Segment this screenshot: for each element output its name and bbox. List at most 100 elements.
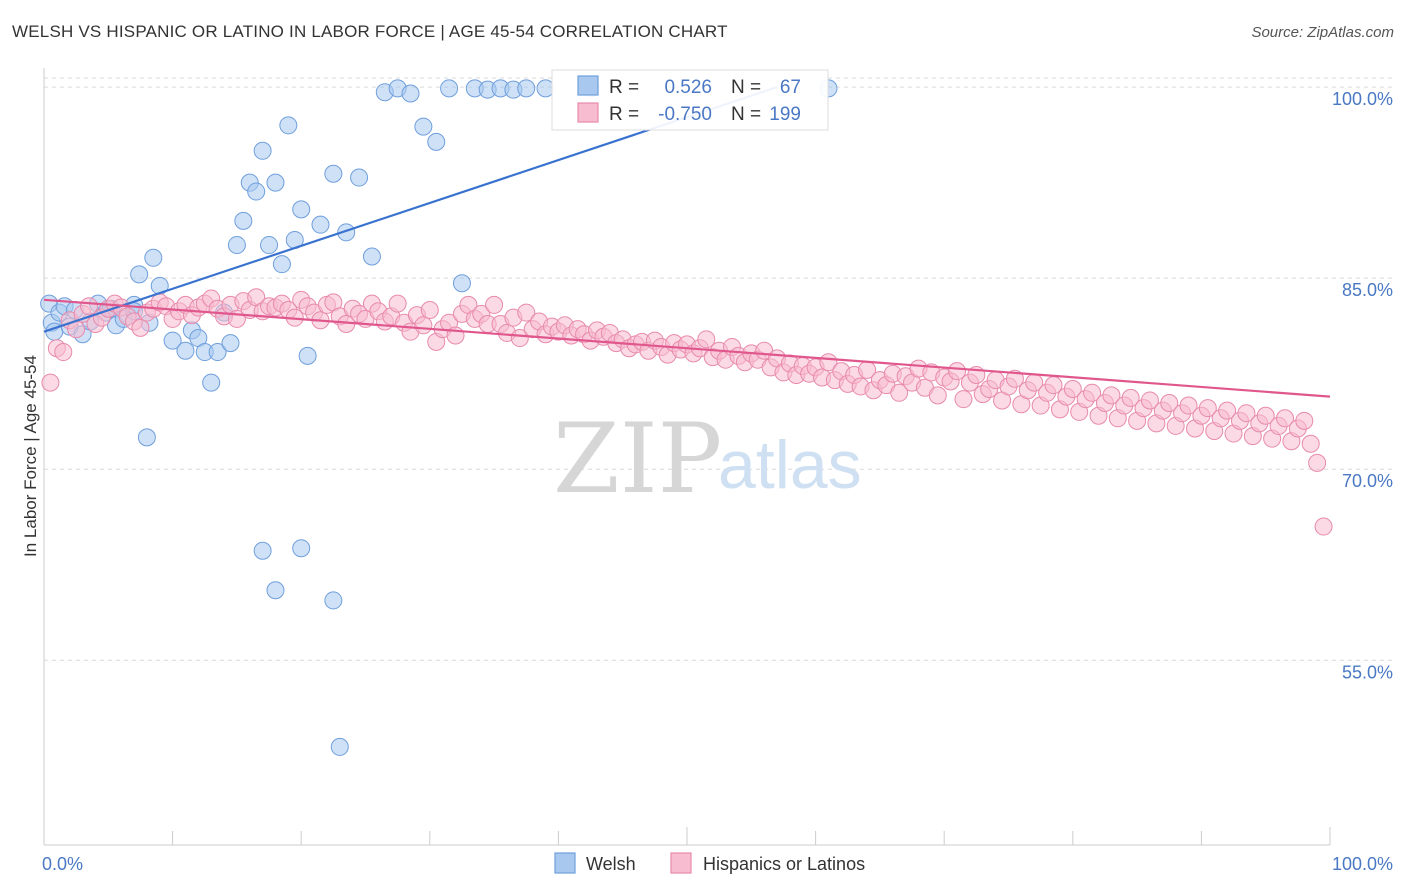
welsh-point [536,79,555,98]
welsh-point [202,373,221,392]
welsh-point [130,265,149,284]
welsh-point [298,346,317,365]
gridlines [44,77,1394,661]
hispanic-point [414,316,433,335]
hispanic-point [517,303,536,322]
hispanic-point [131,318,150,337]
hispanic-point [485,295,504,314]
hispanic-point [1256,406,1275,425]
y-tick-label: 100.0% [1332,89,1393,109]
welsh-point [311,215,330,234]
welsh-point [221,334,240,353]
welsh-point [163,331,182,350]
hispanic-point [510,329,529,348]
welsh-point [253,541,272,560]
welsh-point [401,84,420,103]
y-axis-label: In Labor Force | Age 45-54 [21,355,40,557]
hispanic-point [1275,409,1294,428]
x-tick-label-max: 100.0% [1332,854,1393,874]
welsh-point [337,223,356,242]
welsh-point [427,132,446,151]
welsh-point [414,117,433,136]
source-label: Source: ZipAtlas.com [1251,24,1394,41]
welsh-point [292,200,311,219]
hispanic-point [1301,434,1320,453]
hispanic-point [1179,396,1198,415]
stats-n-label-hispanic: N = [731,104,761,125]
welsh-point [440,79,459,98]
legend-label-hispanic[interactable]: Hispanics or Latinos [703,854,865,874]
stats-r-label-hispanic: R = [609,104,639,125]
hispanic-point [890,383,909,402]
welsh-point [330,737,349,756]
y-tick-label: 85.0% [1342,280,1393,300]
hispanic-point [954,390,973,409]
hispanic-point [1218,401,1237,420]
welsh-point [266,173,285,192]
welsh-point [208,343,227,362]
x-ticks [43,827,1331,845]
welsh-point [324,164,343,183]
stats-swatch-welsh [577,75,599,96]
welsh-point [279,116,298,135]
x-tick-label-min: 0.0% [42,854,83,874]
watermark: ZIP atlas [553,403,862,515]
watermark-zip: ZIP [553,403,722,515]
hispanic-point [1140,391,1159,410]
hispanic-point [1314,517,1333,536]
hispanic-point [1005,369,1024,388]
welsh-point [144,248,163,267]
stats-r-value-hispanic: -0.750 [658,104,712,125]
y-tick-label: 70.0% [1342,471,1393,491]
watermark-atlas: atlas [718,427,862,503]
hispanic-point [928,386,947,405]
hispanic-point [1308,453,1327,472]
stats-box: R = 0.526 N = 67 R = -0.750 N = 199 [551,69,829,131]
stats-n-value-welsh: 67 [780,77,801,98]
welsh-point [227,236,246,255]
legend-label-welsh[interactable]: Welsh [586,854,636,874]
chart-title: WELSH VS HISPANIC OR LATINO IN LABOR FOR… [12,22,728,41]
legend: Welsh Hispanics or Latinos [554,852,865,874]
legend-swatch-hispanic[interactable] [670,852,692,874]
welsh-point [272,255,291,274]
hispanic-point [1160,394,1179,413]
hispanic-point [1237,404,1256,423]
welsh-point [362,247,381,266]
hispanic-point [420,301,439,320]
welsh-point [176,341,195,360]
welsh-point [137,428,156,447]
welsh-point [253,141,272,160]
hispanic-trend-line [43,298,1331,398]
welsh-point [247,182,266,201]
welsh-point [292,539,311,558]
stats-swatch-hispanic [577,102,599,123]
welsh-point [324,591,343,610]
hispanic-point [948,362,967,381]
stats-n-label-welsh: N = [731,77,761,98]
welsh-point [517,79,536,98]
hispanic-point [1102,386,1121,405]
hispanic-point [41,373,60,392]
y-tick-label: 55.0% [1342,662,1393,682]
stats-r-value-welsh: 0.526 [664,77,712,98]
hispanic-point [1063,379,1082,398]
y-tick-labels: 55.0% 70.0% 85.0% 100.0% [1332,89,1393,682]
welsh-point [234,211,253,230]
welsh-point [266,581,285,600]
hispanic-point [697,330,716,349]
welsh-point [452,274,471,293]
stats-n-value-hispanic: 199 [769,104,801,125]
hispanic-point [1198,399,1217,418]
hispanic-point [1083,383,1102,402]
hispanic-point [388,294,407,313]
welsh-point [350,168,369,187]
welsh-point [260,236,279,255]
hispanic-point [1295,411,1314,430]
legend-swatch-welsh[interactable] [554,852,576,874]
stats-r-label-welsh: R = [609,77,639,98]
welsh-points [40,79,838,756]
hispanic-point [54,343,73,362]
hispanic-point [1121,388,1140,407]
